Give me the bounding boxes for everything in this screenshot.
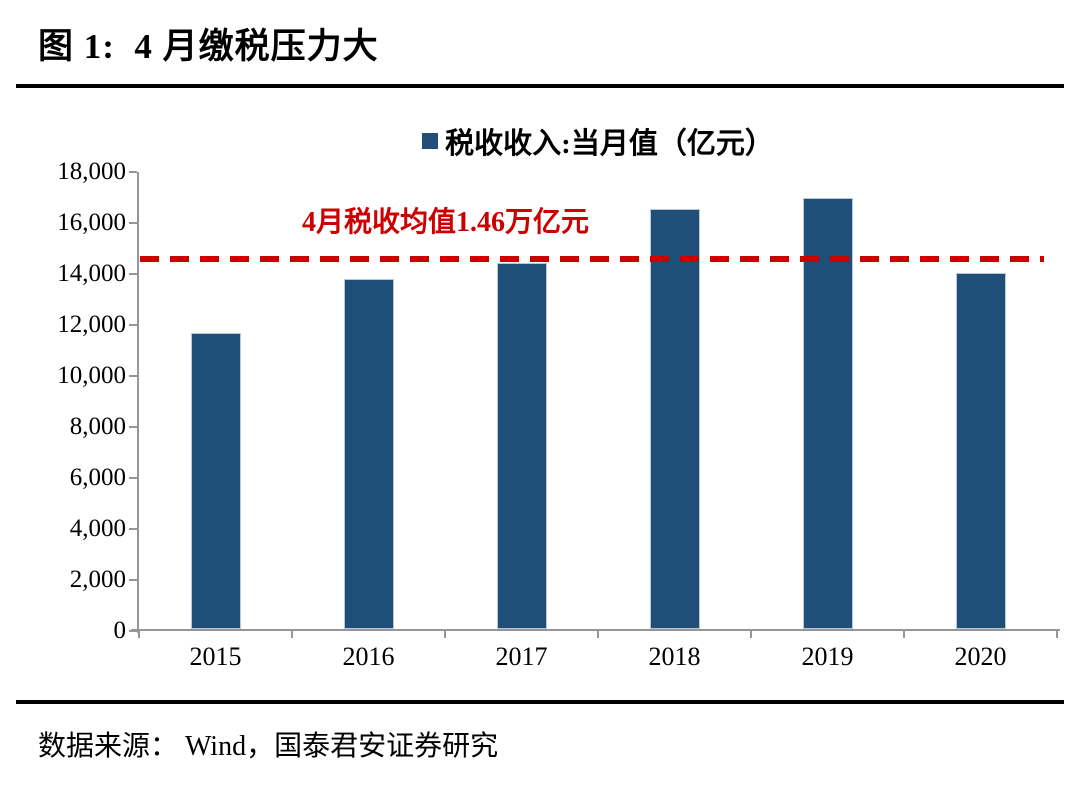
- bar-2019: [802, 197, 853, 629]
- x-axis: [131, 629, 1060, 631]
- y-axis-label: 2,000: [69, 566, 126, 593]
- y-axis-tick: [129, 222, 137, 224]
- mean-line-annotation: 4月税收均值1.46万亿元: [302, 207, 590, 238]
- x-axis-label-2015: 2015: [189, 642, 242, 671]
- mean-dashed-line: [140, 255, 1044, 262]
- x-axis-tick: [597, 631, 599, 638]
- y-axis-tick: [129, 171, 137, 173]
- x-axis-tick: [1056, 631, 1058, 638]
- y-axis-label: 16,000: [57, 209, 126, 236]
- y-axis-label: 18,000: [57, 158, 126, 185]
- y-axis-tick: [129, 426, 137, 428]
- y-axis-tick: [129, 273, 137, 275]
- y-axis-label: 8,000: [69, 413, 126, 440]
- y-axis-label: 0: [113, 617, 127, 644]
- legend-square-marker: [422, 133, 439, 149]
- y-axis-label: 14,000: [57, 260, 126, 287]
- y-axis-label: 6,000: [69, 464, 126, 491]
- x-axis-label-2016: 2016: [342, 642, 395, 671]
- x-axis-tick: [138, 631, 140, 638]
- x-axis-tick: [903, 631, 905, 638]
- top-divider: [16, 84, 1064, 88]
- bar-chart-plot-area: 4月税收均值1.46万亿元: [129, 171, 1060, 638]
- bar-2018: [649, 208, 700, 629]
- legend: 税收收入:当月值（亿元）: [139, 120, 1057, 162]
- y-axis-tick: [129, 324, 137, 326]
- y-axis-label: 12,000: [57, 311, 126, 338]
- y-axis-label: 10,000: [57, 362, 126, 389]
- bar-2017: [496, 262, 547, 629]
- y-axis: [137, 172, 139, 633]
- y-axis-tick: [129, 375, 137, 377]
- bottom-divider: [16, 700, 1064, 704]
- y-axis-tick: [129, 630, 137, 632]
- x-axis-labels: 2015 2016 2017 2018 2019 2020: [139, 642, 1057, 676]
- x-axis-label-2017: 2017: [495, 642, 548, 671]
- y-axis-label: 4,000: [69, 515, 126, 542]
- x-axis-label-2020: 2020: [954, 642, 1007, 671]
- x-axis-label-2019: 2019: [801, 642, 854, 671]
- y-axis-tick: [129, 579, 137, 581]
- x-axis-tick: [291, 631, 293, 638]
- x-axis-tick: [750, 631, 752, 638]
- y-axis-labels: 0 2,000 4,000 6,000 8,000 10,000 12,000 14,000 1…: [0, 158, 126, 644]
- bar-2020: [955, 272, 1006, 629]
- y-axis-tick: [129, 528, 137, 530]
- legend-label: 税收收入:当月值（亿元）: [445, 128, 774, 160]
- x-axis-label-2018: 2018: [648, 642, 701, 671]
- bar-2015: [190, 332, 241, 629]
- data-source-note: 数据来源： Wind，国泰君安证券研究: [38, 731, 499, 762]
- x-axis-tick: [444, 631, 446, 638]
- y-axis-tick: [129, 477, 137, 479]
- figure-title: 图 1: 4 月缴税压力大: [38, 27, 379, 66]
- bar-2016: [343, 279, 394, 629]
